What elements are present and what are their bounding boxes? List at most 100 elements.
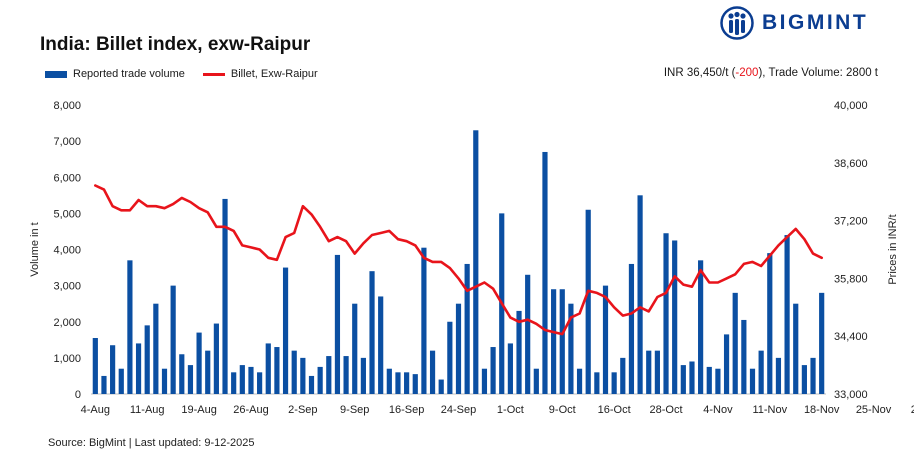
volume-bar bbox=[551, 289, 557, 394]
volume-bar bbox=[767, 253, 773, 394]
volume-bar bbox=[723, 334, 730, 394]
volume-bar bbox=[110, 345, 116, 394]
volume-bar bbox=[490, 347, 496, 394]
volume-bar bbox=[533, 368, 539, 394]
volume-bar bbox=[620, 357, 626, 394]
volume-bar bbox=[594, 372, 600, 394]
volume-bar bbox=[412, 374, 418, 394]
volume-bar bbox=[507, 343, 513, 394]
volume-bar bbox=[421, 247, 427, 394]
volume-bar bbox=[568, 303, 574, 394]
x-tick-label: 1-Oct bbox=[497, 404, 524, 416]
x-tick-label: 19-Aug bbox=[181, 404, 216, 416]
volume-bar bbox=[680, 365, 686, 394]
volume-bar bbox=[222, 198, 228, 394]
volume-bar bbox=[758, 350, 764, 394]
volume-bar bbox=[801, 365, 807, 394]
volume-bar bbox=[646, 350, 652, 394]
volume-bar bbox=[585, 209, 591, 394]
volume-bar bbox=[732, 292, 738, 394]
volume-bar bbox=[447, 321, 453, 394]
y-right-tick-label: 37,200 bbox=[834, 216, 868, 228]
volume-bar bbox=[144, 325, 150, 394]
x-tick-label: 9-Oct bbox=[549, 404, 576, 416]
volume-bar bbox=[153, 303, 159, 394]
y-left-tick-label: 2,000 bbox=[53, 317, 81, 329]
volume-bar bbox=[611, 372, 617, 394]
x-tick-label: 9-Sep bbox=[340, 404, 369, 416]
volume-bar bbox=[127, 260, 133, 394]
volume-bar bbox=[257, 372, 263, 394]
y-right-axis-title: Prices in INR/t bbox=[887, 214, 899, 284]
volume-bar bbox=[170, 285, 176, 394]
price-summary: INR 36,450/t (-200), Trade Volume: 2800 … bbox=[664, 67, 878, 79]
volume-bar bbox=[516, 310, 522, 394]
x-tick-label: 2-Dec bbox=[911, 404, 914, 416]
volume-bar bbox=[352, 303, 358, 394]
volume-bar bbox=[239, 365, 245, 394]
volume-bar bbox=[326, 356, 332, 394]
volume-bar bbox=[161, 368, 168, 394]
volume-bar bbox=[404, 372, 410, 394]
volume-bar bbox=[455, 303, 462, 394]
legend-item-volume: Reported trade volume bbox=[45, 68, 185, 80]
volume-bar bbox=[464, 263, 470, 394]
summary-prefix: INR 36,450/t ( bbox=[663, 67, 736, 79]
volume-bar bbox=[715, 368, 721, 394]
source-note: Source: BigMint | Last updated: 9-12-202… bbox=[48, 437, 255, 449]
brand-name: BIGMINT bbox=[762, 11, 869, 34]
volume-bar bbox=[274, 347, 280, 394]
volume-bar bbox=[92, 338, 98, 394]
volume-bar bbox=[749, 368, 756, 394]
volume-bar bbox=[602, 285, 609, 394]
x-tick-label: 26-Aug bbox=[233, 404, 268, 416]
legend-label-price: Billet, Exw-Raipur bbox=[230, 68, 318, 80]
volume-bar bbox=[775, 357, 782, 394]
summary-change: -200 bbox=[735, 67, 759, 79]
volume-bar bbox=[542, 151, 548, 394]
legend-label-volume: Reported trade volume bbox=[73, 68, 185, 80]
volume-bar bbox=[395, 372, 401, 394]
volume-bar bbox=[525, 274, 531, 394]
volume-bar bbox=[343, 356, 349, 394]
volume-bar bbox=[334, 254, 341, 394]
x-tick-label: 4-Aug bbox=[81, 404, 110, 416]
x-tick-label: 16-Sep bbox=[389, 404, 424, 416]
volume-bar bbox=[741, 319, 747, 394]
volume-bar bbox=[672, 240, 678, 394]
volume-bar bbox=[810, 357, 816, 394]
volume-bar bbox=[265, 343, 271, 394]
volume-bar bbox=[706, 366, 712, 394]
y-right-tick-label: 40,000 bbox=[834, 100, 868, 112]
legend-swatch-bar bbox=[45, 70, 67, 78]
legend-swatch-line bbox=[202, 72, 225, 76]
x-tick-label: 11-Nov bbox=[752, 404, 787, 416]
y-left-tick-label: 5,000 bbox=[53, 208, 81, 220]
volume-bar bbox=[793, 303, 799, 394]
volume-bar bbox=[213, 323, 219, 394]
x-tick-label: 2-Sep bbox=[288, 404, 317, 416]
volume-bar bbox=[481, 368, 488, 394]
volume-bar bbox=[291, 350, 297, 394]
summary-suffix: ), Trade Volume: 2800 t bbox=[758, 67, 878, 79]
volume-bar bbox=[308, 375, 315, 394]
volume-bar bbox=[473, 130, 479, 394]
chart-title: India: Billet index, exw-Raipur bbox=[40, 34, 311, 55]
volume-bar bbox=[784, 235, 790, 394]
volume-bar bbox=[196, 332, 202, 394]
volume-bar bbox=[559, 289, 565, 394]
volume-bar bbox=[187, 365, 194, 394]
volume-bar bbox=[378, 296, 384, 394]
volume-bar bbox=[628, 263, 635, 394]
volume-bar bbox=[282, 267, 289, 394]
brand-logo: BIGMINT bbox=[720, 6, 868, 40]
y-left-tick-label: 4,000 bbox=[53, 245, 81, 257]
x-tick-label: 16-Oct bbox=[598, 404, 631, 416]
volume-bar bbox=[438, 379, 444, 394]
x-tick-label: 25-Nov bbox=[856, 404, 892, 416]
volume-bar bbox=[576, 368, 583, 394]
volume-bar bbox=[231, 372, 237, 394]
volume-bar bbox=[663, 233, 669, 394]
y-left-tick-label: 0 bbox=[75, 389, 81, 401]
